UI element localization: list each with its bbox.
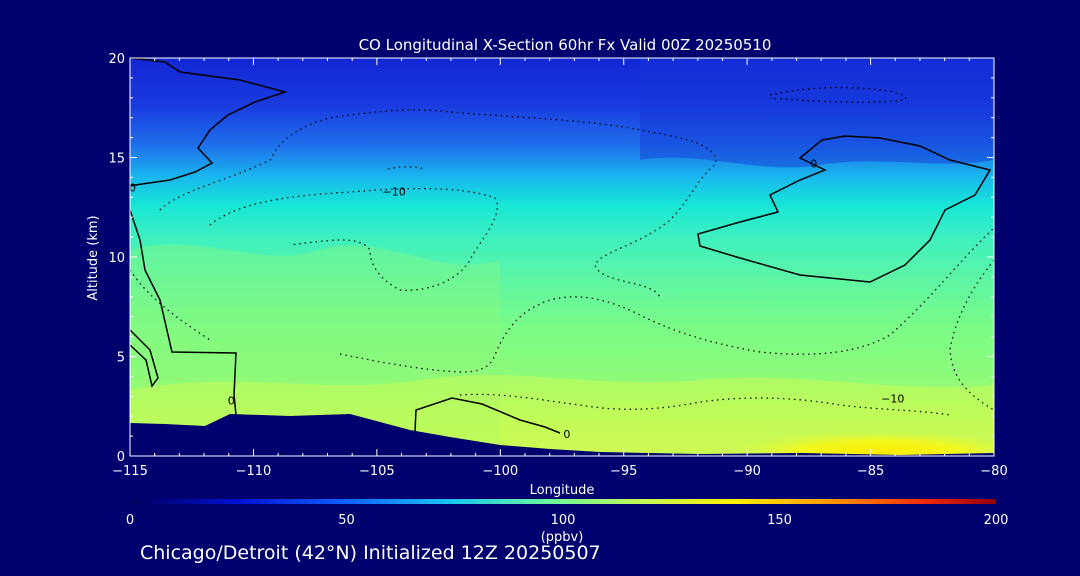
- contour-zero: [697, 135, 992, 283]
- contour-label: 0: [810, 157, 817, 170]
- contour-zero: [130, 209, 237, 416]
- x-tick-label: −95: [610, 464, 637, 479]
- contour-label: −10: [383, 185, 406, 198]
- colorbar-label: (ppbv): [541, 530, 584, 545]
- colorbar: [130, 499, 996, 504]
- colorbar-ticks: 0 50 100 150 200: [126, 513, 1009, 528]
- x-axis: −115 −110 −105 −100 −95 −90 −85 −80: [112, 58, 1008, 479]
- x-tick-label: −100: [482, 464, 518, 479]
- terrain-mask: [130, 414, 994, 456]
- contour-minus10: [159, 109, 717, 301]
- contour-minus10: [130, 269, 211, 341]
- x-axis-label: Longitude: [530, 483, 595, 498]
- contour-zero: [414, 397, 561, 434]
- colorbar-tick-label: 150: [767, 513, 792, 528]
- contour-minus10: [459, 393, 951, 416]
- plot-area: [130, 58, 994, 456]
- x-tick-label: −80: [980, 464, 1007, 479]
- colorbar-tick-label: 100: [551, 513, 576, 528]
- chart-title: CO Longitudinal X-Section 60hr Fx Valid …: [359, 36, 772, 54]
- colorbar-tick-label: 0: [126, 513, 134, 528]
- x-tick-label: −110: [236, 464, 272, 479]
- y-tick-label: 20: [108, 52, 125, 67]
- y-tick-label: 0: [117, 450, 125, 465]
- x-tick-label: −90: [733, 464, 760, 479]
- contour-label: 0: [228, 394, 235, 407]
- y-tick-label: 10: [108, 251, 125, 266]
- y-tick-label: 5: [117, 351, 125, 366]
- contour-zero: [130, 58, 288, 187]
- y-tick-label: 15: [108, 152, 125, 167]
- co-field-variation: [640, 58, 994, 168]
- contour-minus10: [387, 166, 426, 170]
- contour-minus10: [209, 187, 498, 291]
- y-axis-label: Altitude (km): [86, 215, 101, 300]
- contour-label: 0: [563, 428, 570, 441]
- surface-co-maximum: [730, 426, 994, 456]
- contour-zero: [130, 329, 159, 388]
- x-tick-label: −85: [857, 464, 884, 479]
- colorbar-tick-label: 50: [338, 513, 355, 528]
- colorbar-tick-label: 200: [984, 513, 1009, 528]
- y-axis: 0 5 10 15 20: [108, 52, 994, 465]
- run-caption: Chicago/Detroit (42°N) Initialized 12Z 2…: [140, 542, 601, 564]
- contour-labels: 0 −10 0 0 0 −10: [129, 157, 904, 441]
- x-tick-label: −115: [112, 464, 148, 479]
- contour-label: −10: [881, 392, 904, 405]
- contour-label: 0: [129, 181, 136, 194]
- x-tick-label: −105: [359, 464, 395, 479]
